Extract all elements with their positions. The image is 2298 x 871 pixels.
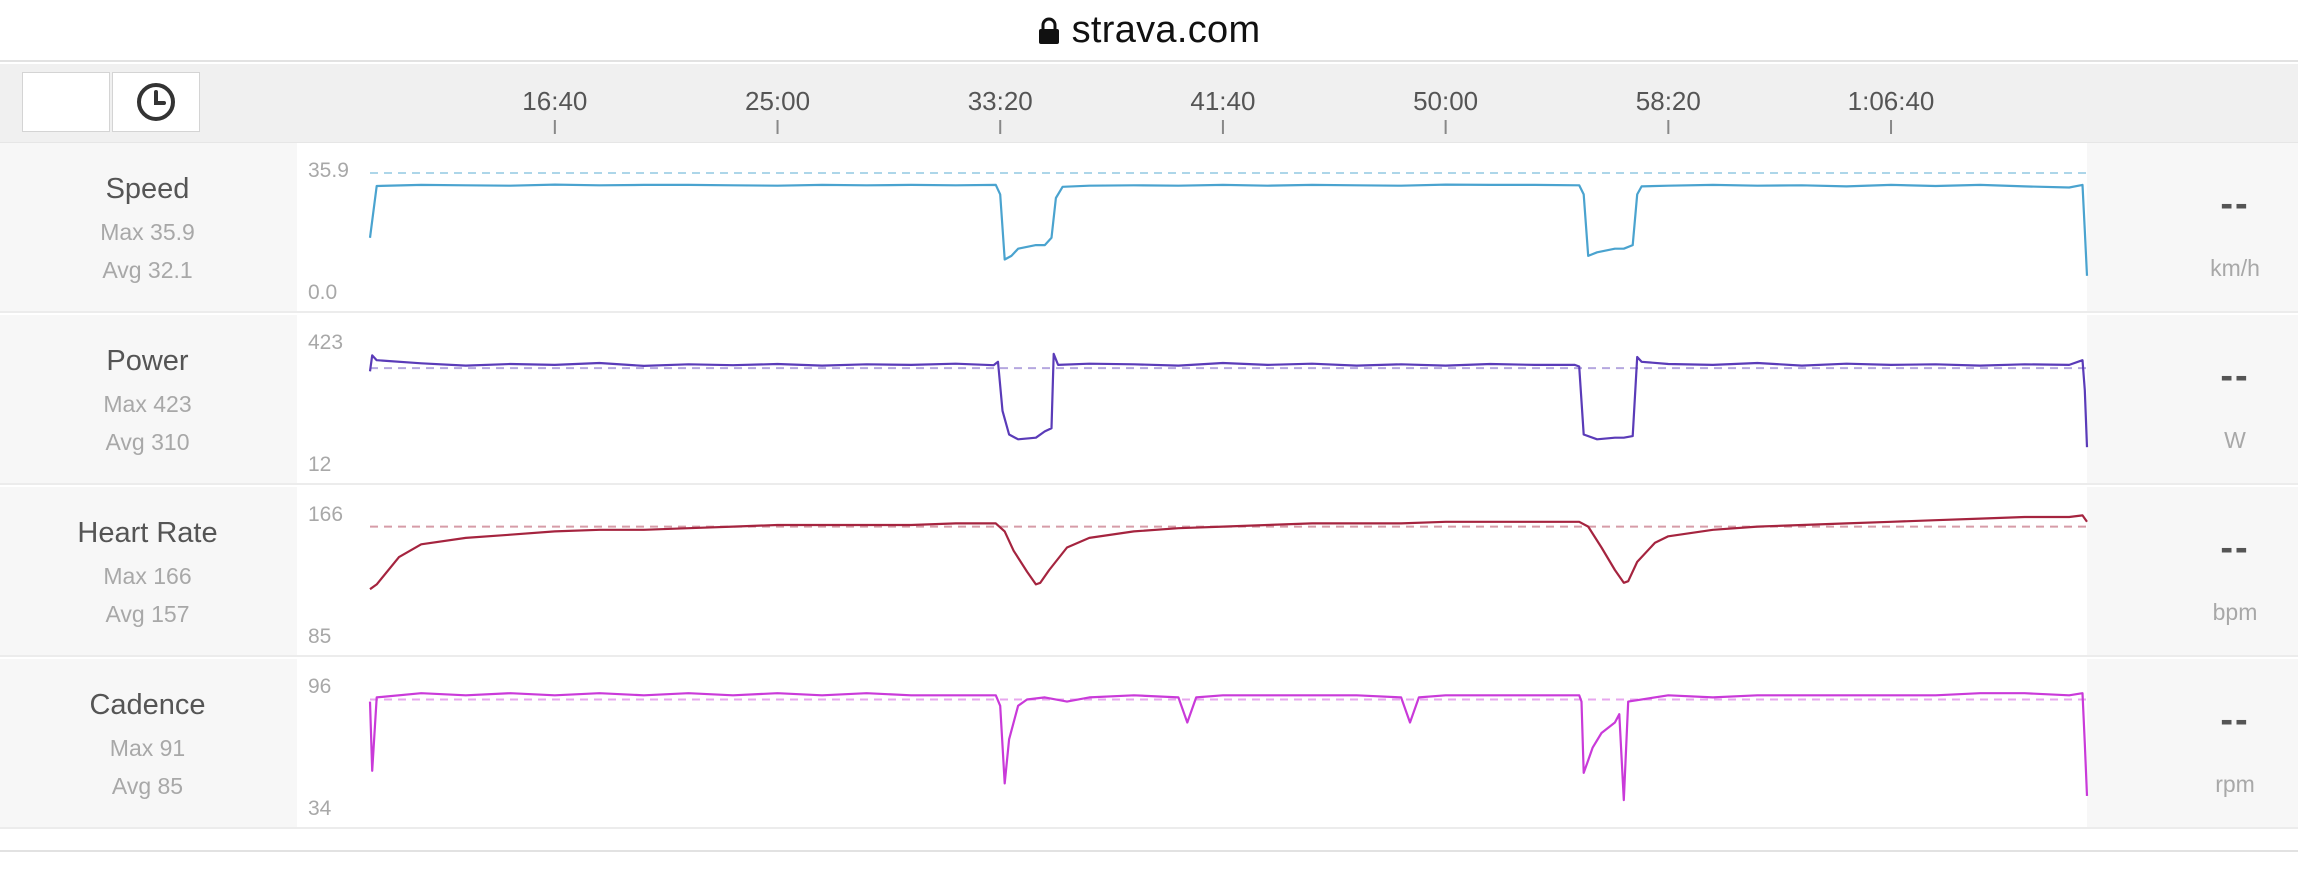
- clock-icon: [137, 83, 175, 121]
- power-label-block: Power Max 423 Avg 310: [0, 315, 295, 483]
- speed-label-block: Speed Max 35.9 Avg 32.1: [0, 143, 295, 311]
- cadence-max: Max 91: [109, 735, 186, 761]
- speed-series-line: [368, 183, 2089, 276]
- speed-max: Max 35.9: [100, 219, 195, 245]
- heart-rate-unit: bpm: [2212, 599, 2258, 625]
- power-chart: [368, 352, 2089, 448]
- speed-row: Speed Max 35.9 Avg 32.1 35.9 0.0 -- km/h: [0, 143, 2298, 313]
- url-bar[interactable]: strava.com: [0, 0, 2298, 62]
- time-tick-label: 50:00: [1413, 86, 1478, 116]
- cadence-current-value: --: [2220, 699, 2250, 741]
- speed-chart: [368, 172, 2089, 276]
- speed-current-value: --: [2220, 183, 2250, 225]
- heart-rate-name: Heart Rate: [77, 517, 218, 549]
- lock-icon: [1038, 17, 1059, 44]
- time-axis: 16:40 25:00 33:20 41:40 50:00 58:20 1:06:40: [522, 86, 1935, 134]
- time-toggle-button[interactable]: [112, 72, 200, 132]
- bottom-divider: [0, 850, 2298, 852]
- heart-rate-ymin-label: 85: [308, 625, 332, 648]
- power-row: Power Max 423 Avg 310 423 12 -- W: [0, 315, 2298, 485]
- url-text: strava.com: [1071, 8, 1261, 51]
- speed-ymin-label: 0.0: [308, 281, 338, 304]
- cadence-series-line: [368, 692, 2089, 802]
- speed-plot-area[interactable]: [297, 143, 2087, 311]
- heart-rate-current-value: --: [2220, 527, 2250, 569]
- cadence-avg: Avg 85: [111, 773, 184, 799]
- heart-rate-ymax-label: 166: [308, 503, 344, 526]
- cadence-row: Cadence Max 91 Avg 85 96 34 -- rpm: [0, 659, 2298, 829]
- power-ymax-label: 423: [308, 331, 344, 354]
- cadence-name: Cadence: [89, 689, 206, 721]
- distance-toggle-button[interactable]: [22, 72, 110, 132]
- heart-rate-chart: [369, 514, 2088, 591]
- speed-name: Speed: [105, 173, 190, 205]
- time-tick-label: 33:20: [968, 86, 1033, 116]
- power-max: Max 423: [103, 391, 192, 417]
- time-tick-label: 41:40: [1190, 86, 1255, 116]
- speed-avg: Avg 32.1: [102, 257, 193, 283]
- timeline-bar: [0, 64, 2298, 143]
- time-tick-label: 58:20: [1636, 86, 1701, 116]
- cadence-unit: rpm: [2215, 771, 2255, 797]
- time-tick-label: 16:40: [522, 86, 587, 116]
- speed-unit: km/h: [2210, 255, 2260, 281]
- cadence-ymax-label: 96: [308, 675, 332, 698]
- power-unit: W: [2224, 427, 2246, 453]
- power-current-value: --: [2220, 355, 2250, 397]
- cadence-plot-area[interactable]: [297, 659, 2087, 827]
- cadence-ymin-label: 34: [308, 797, 332, 820]
- heart-rate-plot-area[interactable]: [297, 487, 2087, 655]
- heart-rate-row: Heart Rate Max 166 Avg 157 166 85 -- bpm: [0, 487, 2298, 657]
- heart-rate-series-line: [369, 514, 2088, 591]
- power-plot-area[interactable]: [297, 315, 2087, 483]
- time-tick-label: 25:00: [745, 86, 810, 116]
- time-tick-label: 1:06:40: [1848, 86, 1935, 116]
- heart-rate-label-block: Heart Rate Max 166 Avg 157: [0, 487, 295, 655]
- heart-rate-avg: Avg 157: [105, 601, 190, 627]
- cadence-label-block: Cadence Max 91 Avg 85: [0, 659, 295, 827]
- speed-ymax-label: 35.9: [308, 159, 349, 182]
- power-avg: Avg 310: [105, 429, 190, 455]
- cadence-chart: [368, 692, 2089, 802]
- heart-rate-max: Max 166: [103, 563, 192, 589]
- power-ymin-label: 12: [308, 453, 332, 476]
- power-name: Power: [106, 345, 189, 377]
- power-series-line: [368, 352, 2089, 448]
